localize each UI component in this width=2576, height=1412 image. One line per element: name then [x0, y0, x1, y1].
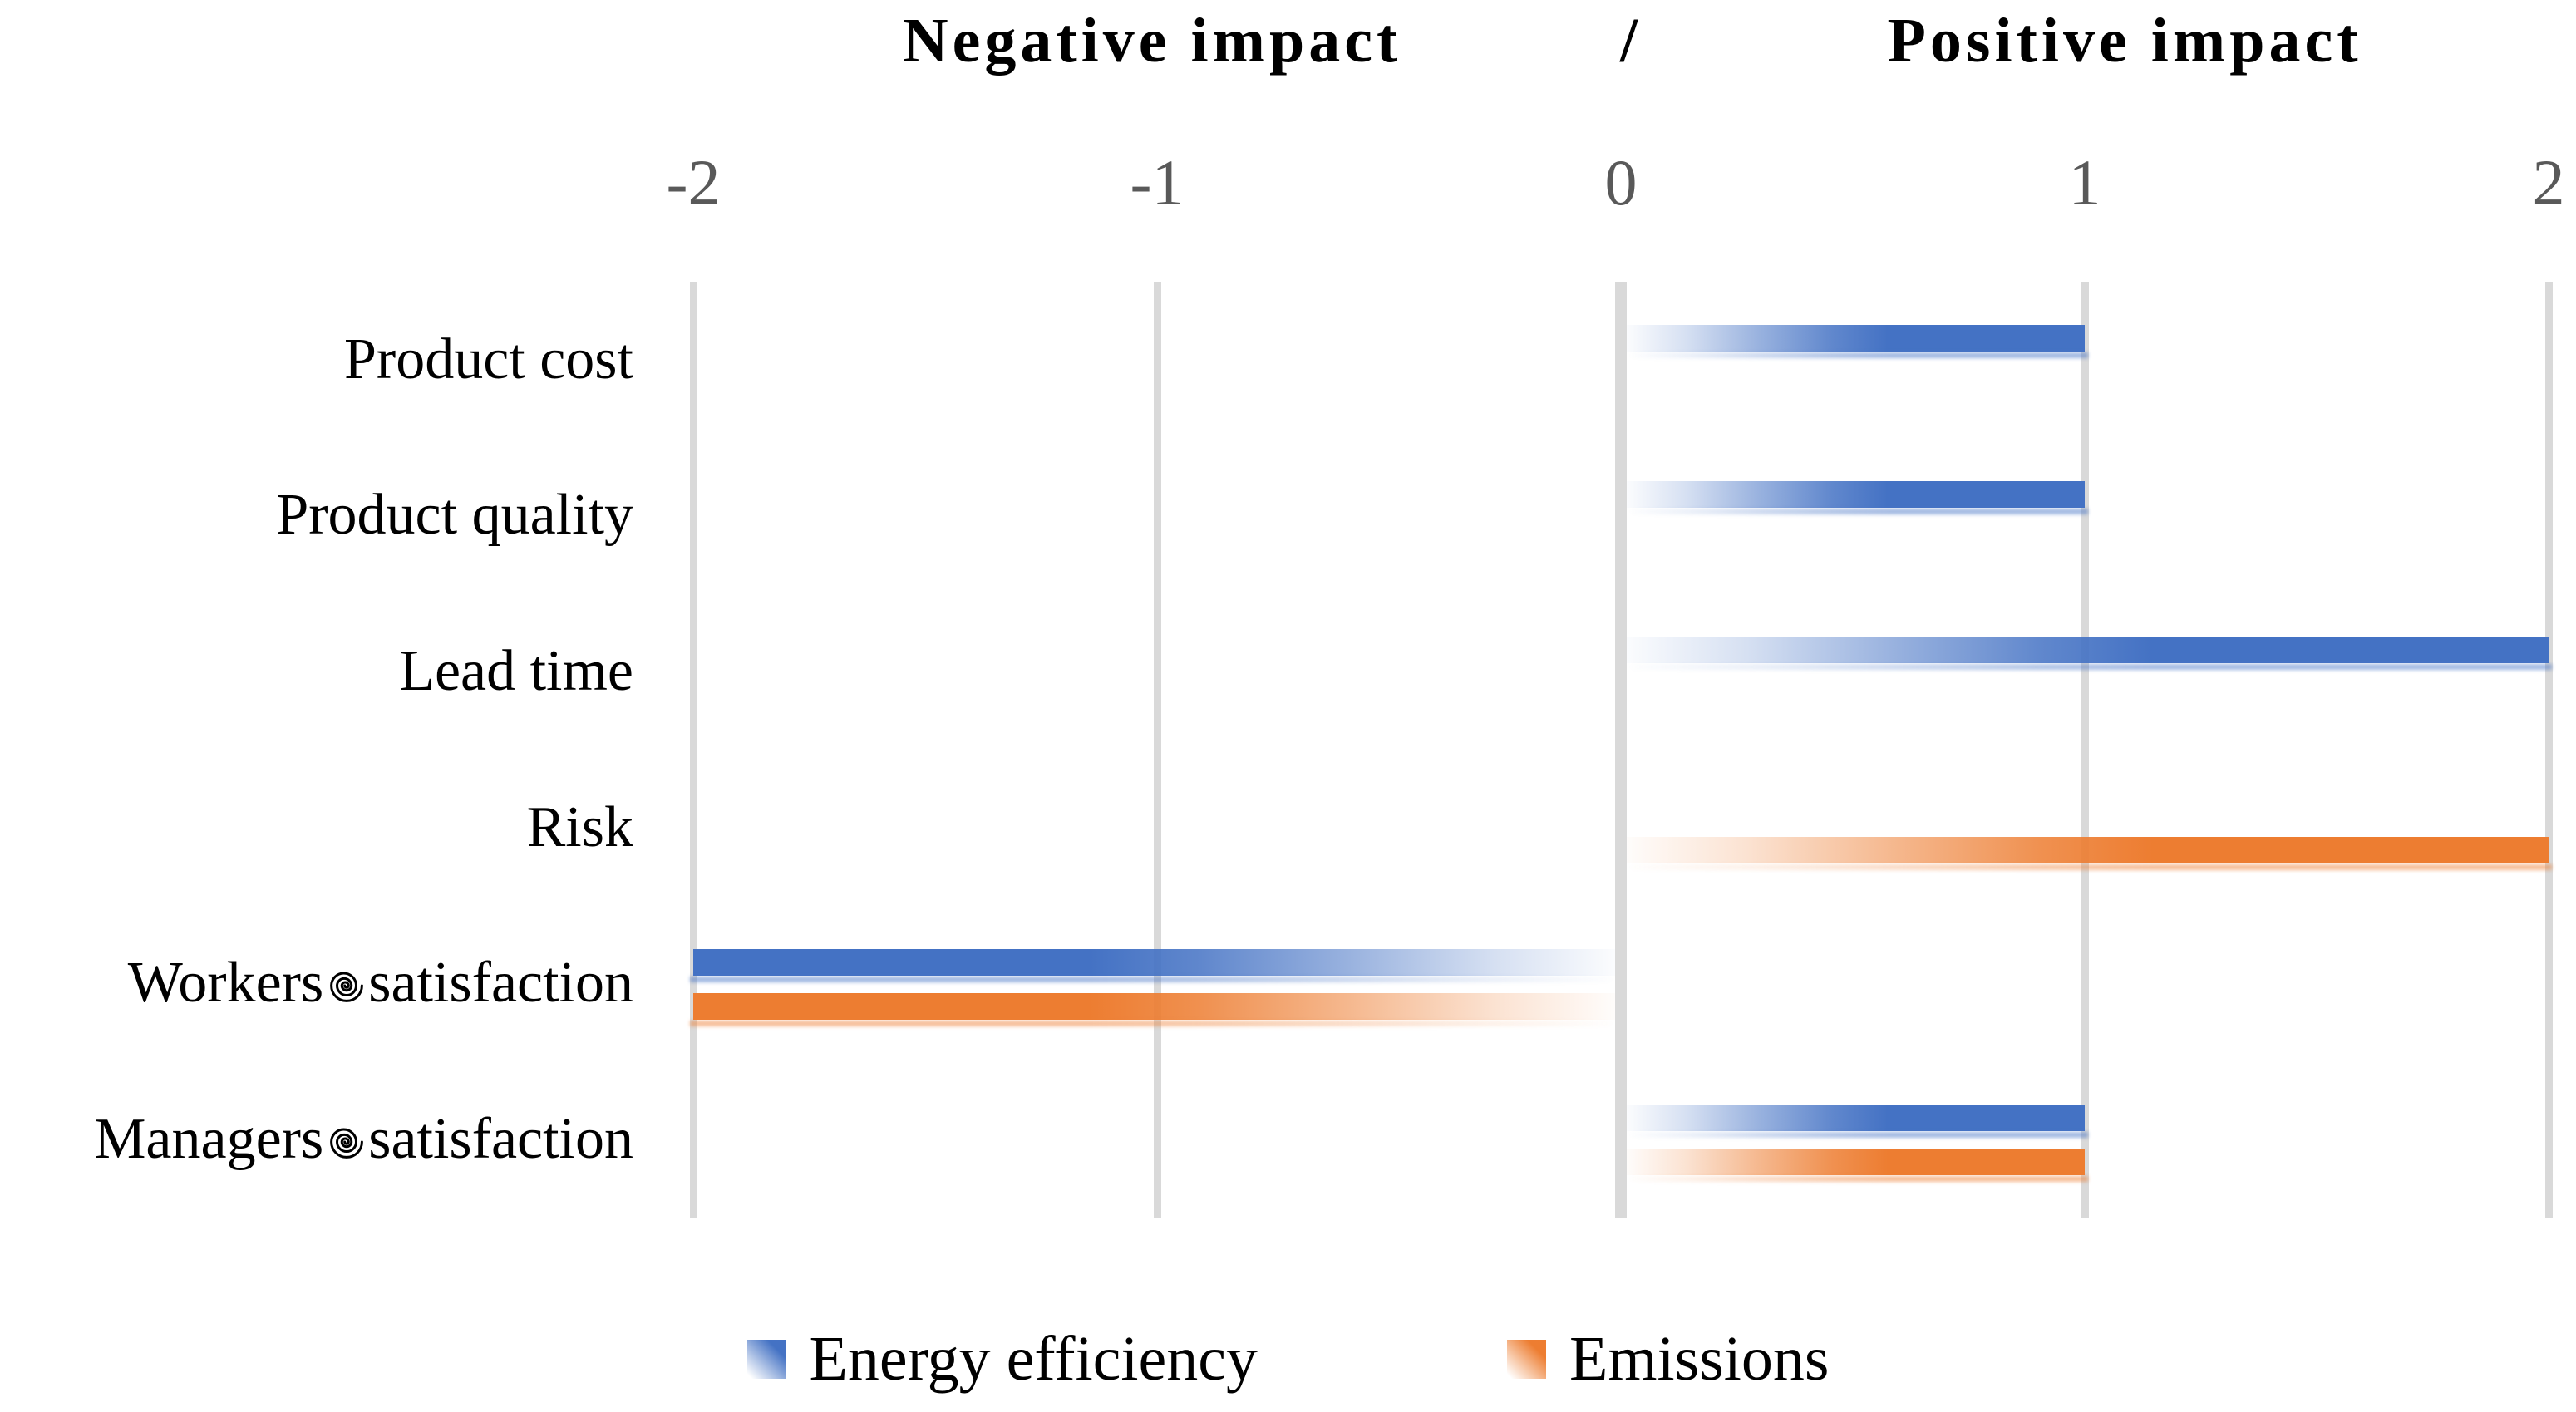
gridline-0	[1615, 282, 1627, 1218]
category-label-workers-satisfaction: Workers satisfaction	[0, 906, 633, 1062]
axis-tick-label-1: 1	[2068, 146, 2101, 219]
bar-energy-efficiency-managers-satisfaction	[1627, 1105, 2085, 1132]
category-label-product-cost: Product cost	[0, 282, 633, 438]
legend-label-energy-efficiency: Energy efficiency	[809, 1323, 1258, 1394]
spiral-icon	[330, 972, 364, 1003]
bar-emissions-workers-satisfaction	[693, 992, 1615, 1020]
chart-title-negative: Negative impact	[902, 6, 1402, 76]
legend-marker-emissions	[1507, 1339, 1546, 1379]
category-label-managers-satisfaction: Managers satisfaction	[0, 1061, 633, 1218]
bar-energy-efficiency-lead-time	[1627, 637, 2549, 664]
category-label-risk: Risk	[0, 750, 633, 906]
category-label-text: Risk	[526, 795, 633, 859]
category-label-text: satisfaction	[368, 951, 633, 1016]
gridline--2	[689, 282, 697, 1218]
legend-item-energy-efficiency: Energy efficiency	[746, 1323, 1258, 1395]
category-label-text: Product quality	[276, 483, 633, 548]
gridline--1	[1153, 282, 1161, 1218]
legend-label-emissions: Emissions	[1569, 1323, 1830, 1394]
x-axis-tick-labels: -2 -1 0 1 2	[0, 140, 2576, 226]
category-label-lead-time: Lead time	[0, 593, 633, 750]
legend: Energy efficiency Emissions	[0, 1313, 2576, 1405]
legend-marker-energy-efficiency	[746, 1339, 786, 1379]
gridline-1	[2081, 282, 2089, 1218]
bar-energy-efficiency-workers-satisfaction	[693, 948, 1615, 976]
axis-tick-label--2: -2	[666, 146, 721, 219]
chart-title: Negative impact / Positive impact	[693, 5, 2549, 96]
spiral-icon	[330, 1128, 364, 1159]
gridline-2	[2544, 282, 2553, 1218]
axis-tick-label--1: -1	[1130, 146, 1185, 219]
category-label-product-quality: Product quality	[0, 438, 633, 594]
category-label-text: Managers	[94, 1107, 324, 1172]
category-label-text: Lead time	[399, 639, 633, 704]
legend-item-emissions: Emissions	[1507, 1323, 1830, 1395]
chart-title-slash: /	[1619, 6, 1643, 76]
plot-area	[689, 282, 2553, 1218]
category-label-text: Workers	[127, 951, 324, 1016]
bar-energy-efficiency-product-quality	[1627, 480, 2085, 508]
axis-tick-label-0: 0	[1604, 146, 1638, 219]
bar-emissions-risk	[1627, 836, 2549, 863]
chart-title-positive: Positive impact	[1887, 6, 2362, 76]
bar-energy-efficiency-product-cost	[1627, 324, 2085, 352]
category-label-text: satisfaction	[368, 1107, 633, 1172]
category-axis-labels: Product cost Product quality Lead time Risk…	[0, 282, 633, 1218]
bar-emissions-managers-satisfaction	[1627, 1149, 2085, 1176]
axis-tick-label-2: 2	[2532, 146, 2565, 219]
category-label-text: Product cost	[343, 327, 633, 391]
